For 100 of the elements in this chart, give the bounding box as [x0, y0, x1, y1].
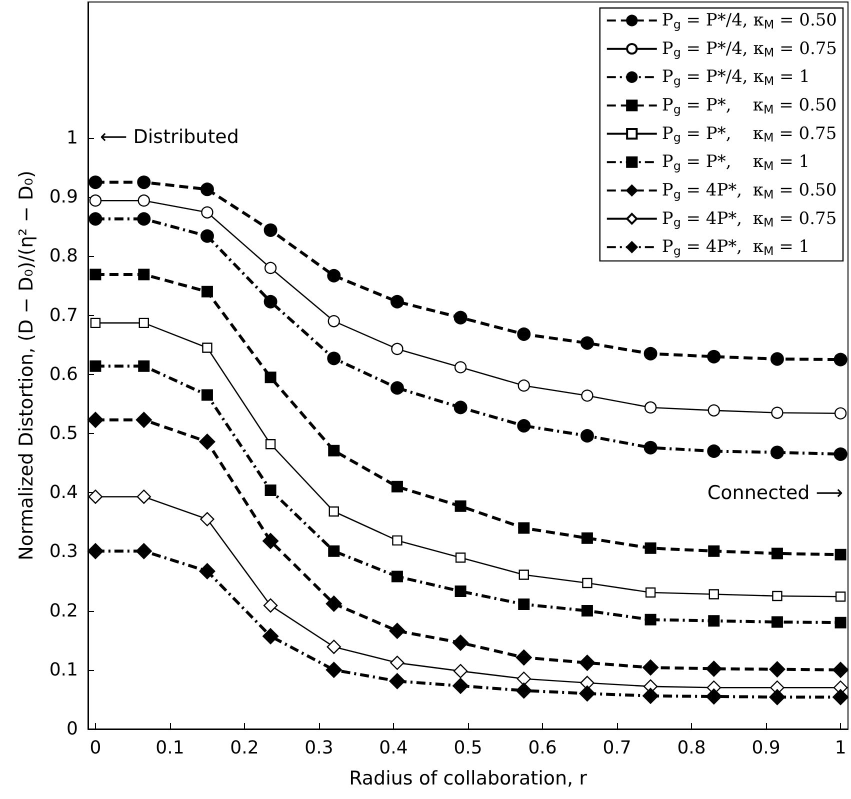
point: [642, 688, 658, 704]
point: [391, 570, 403, 582]
x-tick-label: 0.2: [230, 738, 259, 758]
point: [328, 444, 340, 456]
point: [644, 542, 656, 554]
point: [326, 662, 342, 678]
point: [391, 342, 404, 356]
point: [454, 500, 466, 512]
point: [89, 194, 102, 207]
x-tick-label: 0.9: [752, 738, 780, 758]
point: [138, 318, 149, 328]
point: [326, 596, 342, 612]
y-axis-title: Normalized Distortion, (D − D₀)/(η² − D₀): [16, 170, 38, 560]
y-tick-label: 0.2: [49, 600, 78, 622]
point: [88, 490, 103, 504]
point: [200, 512, 214, 526]
point: [262, 628, 278, 644]
point: [517, 419, 531, 433]
point: [706, 660, 722, 676]
x-tick-label: 1: [834, 738, 846, 758]
x-tick-label: 0: [90, 738, 102, 758]
x-tick-label: 0.5: [454, 738, 482, 758]
point: [392, 535, 402, 546]
point: [263, 598, 278, 613]
x-tick-label: 0.8: [677, 738, 706, 758]
point: [137, 176, 151, 190]
point: [771, 548, 783, 560]
point: [199, 434, 215, 450]
point: [644, 614, 656, 626]
point: [516, 682, 532, 698]
point: [390, 294, 404, 308]
y-tick-label: 0.9: [49, 186, 78, 208]
point: [708, 589, 719, 600]
y-tick-label: 0.1: [49, 659, 78, 680]
point: [771, 406, 784, 419]
point: [644, 401, 657, 414]
point: [769, 662, 785, 678]
point: [200, 182, 214, 196]
point: [201, 389, 213, 401]
point: [454, 400, 468, 414]
y-tick-label: 0.8: [49, 246, 78, 267]
y-tick-label: 0.6: [49, 364, 78, 385]
y-tick-label: 0: [66, 718, 78, 740]
y-tick-label: 0.4: [49, 482, 78, 504]
point: [772, 590, 782, 602]
point: [328, 506, 339, 517]
point: [454, 361, 467, 374]
point: [581, 605, 593, 617]
point: [644, 440, 658, 454]
point: [706, 688, 722, 704]
point: [517, 327, 531, 341]
point: [644, 346, 658, 360]
point: [452, 634, 468, 650]
point: [88, 543, 104, 559]
x-tick-label: 0.6: [528, 738, 557, 758]
y-tick-label: 0.5: [49, 422, 78, 444]
point: [834, 352, 848, 366]
y-tick-label: 0.3: [49, 541, 78, 562]
point: [518, 570, 529, 580]
point: [834, 616, 846, 628]
point: [770, 352, 784, 366]
point: [642, 660, 658, 676]
point: [200, 229, 214, 243]
point: [708, 545, 720, 557]
point: [327, 268, 341, 282]
point: [264, 294, 278, 308]
x-tick-label: 0.7: [602, 738, 632, 758]
point: [454, 586, 466, 598]
point: [88, 176, 102, 190]
point: [390, 656, 404, 670]
point: [834, 548, 846, 560]
point: [581, 390, 594, 402]
point: [328, 315, 340, 328]
point: [518, 598, 530, 610]
point: [708, 615, 720, 627]
point: [88, 212, 102, 226]
x-axis-title: Radius of collaboration, r: [349, 768, 588, 790]
point: [580, 429, 594, 443]
point: [138, 194, 150, 207]
point: [579, 655, 595, 671]
point: [328, 545, 340, 557]
point: [518, 522, 530, 534]
point: [327, 352, 341, 366]
point: [138, 268, 150, 280]
point: [90, 318, 101, 328]
point: [707, 350, 721, 364]
point: [138, 360, 150, 372]
point: [516, 650, 532, 666]
point: [136, 543, 152, 559]
annotation: ⟵ Distributed: [100, 126, 239, 148]
point: [453, 664, 468, 678]
point: [770, 446, 784, 460]
point: [264, 484, 276, 496]
point: [201, 286, 213, 298]
point: [136, 412, 152, 428]
point: [581, 532, 593, 544]
point: [262, 533, 278, 549]
point: [136, 490, 151, 504]
point: [137, 212, 151, 226]
point: [516, 672, 531, 686]
